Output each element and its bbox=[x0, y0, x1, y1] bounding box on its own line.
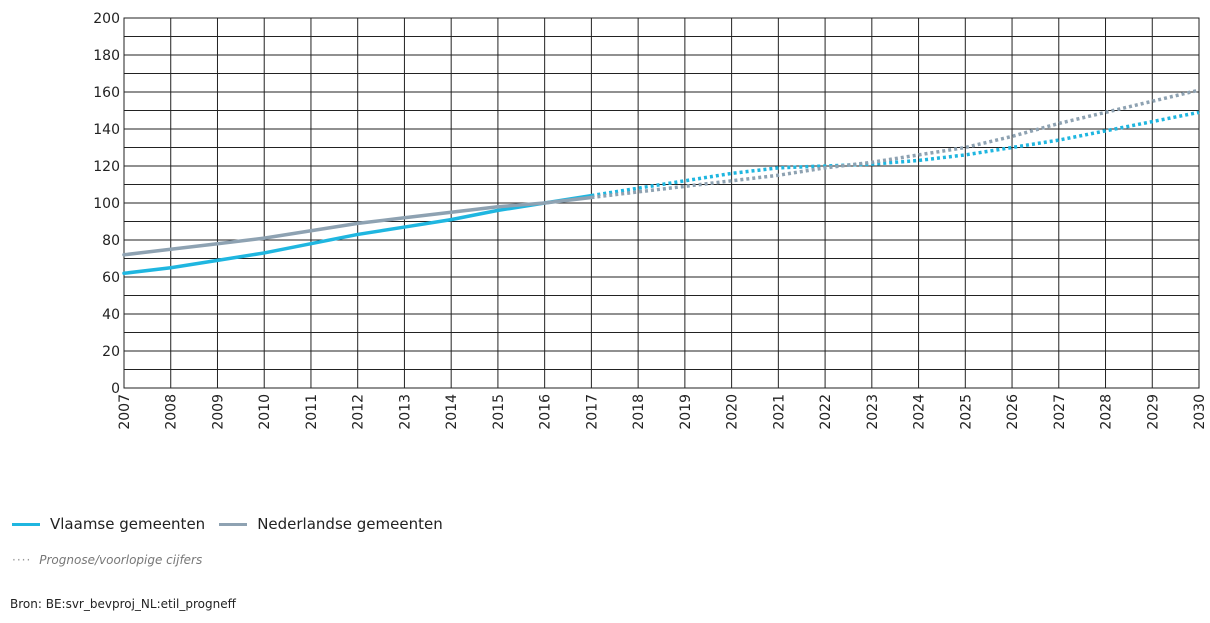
y-axis-ticks: 0 20 40 60 80 100 120 140 160 180 200 bbox=[93, 11, 120, 397]
series-forecast-nederlandse bbox=[591, 88, 1200, 200]
x-tick-label: 2027 bbox=[1052, 394, 1068, 430]
y-tick-label: 180 bbox=[93, 48, 120, 64]
x-tick-label: 2030 bbox=[1192, 394, 1208, 430]
x-tick-label: 2007 bbox=[117, 394, 133, 430]
dotted-line-icon: ···· bbox=[12, 553, 32, 567]
series-lines bbox=[122, 88, 1200, 276]
y-tick-label: 100 bbox=[93, 196, 120, 212]
plot-frame bbox=[123, 17, 1200, 389]
legend-label-vlaamse: Vlaamse gemeenten bbox=[50, 515, 206, 533]
x-tick-label: 2016 bbox=[538, 394, 554, 430]
x-tick-label: 2029 bbox=[1145, 394, 1161, 430]
legend-swatch-nederlandse bbox=[219, 522, 248, 526]
x-tick-label: 2025 bbox=[958, 394, 974, 430]
x-tick-label: 2021 bbox=[771, 394, 787, 430]
y-tick-label: 160 bbox=[93, 85, 120, 101]
y-tick-label: 0 bbox=[111, 381, 120, 397]
y-tick-label: 80 bbox=[102, 233, 120, 249]
legend-item-vlaamse: Vlaamse gemeenten bbox=[12, 515, 205, 533]
x-tick-label: 2028 bbox=[1099, 394, 1115, 430]
forecast-note: ···· Prognose/voorlopige cijfers bbox=[12, 553, 202, 567]
x-axis-ticks: 2007 2008 2009 2010 2011 2012 2013 2014 2015 2016… bbox=[117, 394, 1208, 430]
y-tick-label: 140 bbox=[93, 122, 120, 138]
chart-grid bbox=[123, 17, 1200, 389]
line-chart: 0 20 40 60 80 100 120 140 160 180 200 2007 2008 2009… bbox=[93, 11, 1208, 430]
y-tick-label: 200 bbox=[93, 11, 120, 27]
legend: Vlaamse gemeenten Nederlandse gemeenten bbox=[12, 515, 457, 533]
x-tick-label: 2015 bbox=[491, 394, 507, 430]
legend-label-nederlandse: Nederlandse gemeenten bbox=[257, 515, 443, 533]
x-tick-label: 2026 bbox=[1005, 394, 1021, 430]
series-forecast-vlaamse bbox=[591, 110, 1200, 198]
y-tick-label: 120 bbox=[93, 159, 120, 175]
y-tick-label: 20 bbox=[102, 344, 120, 360]
x-tick-label: 2014 bbox=[444, 394, 460, 430]
x-tick-label: 2011 bbox=[304, 394, 320, 430]
x-tick-label: 2022 bbox=[818, 394, 834, 430]
x-tick-label: 2019 bbox=[678, 394, 694, 430]
x-tick-label: 2010 bbox=[257, 394, 273, 430]
x-tick-label: 2012 bbox=[351, 394, 367, 430]
x-tick-label: 2008 bbox=[164, 394, 180, 430]
legend-item-nederlandse: Nederlandse gemeenten bbox=[219, 515, 443, 533]
x-tick-label: 2018 bbox=[631, 394, 647, 430]
x-tick-label: 2017 bbox=[584, 394, 600, 430]
y-tick-label: 40 bbox=[102, 307, 120, 323]
y-tick-label: 60 bbox=[102, 270, 120, 286]
x-tick-label: 2023 bbox=[865, 394, 881, 430]
legend-swatch-vlaamse bbox=[12, 522, 40, 526]
x-tick-label: 2009 bbox=[210, 394, 226, 430]
x-tick-label: 2013 bbox=[397, 394, 413, 430]
x-tick-label: 2024 bbox=[912, 394, 928, 430]
forecast-note-text: Prognose/voorlopige cijfers bbox=[39, 553, 203, 567]
x-tick-label: 2020 bbox=[725, 394, 741, 430]
source-text: Bron: BE:svr_bevproj_NL:etil_progneff bbox=[10, 597, 236, 611]
